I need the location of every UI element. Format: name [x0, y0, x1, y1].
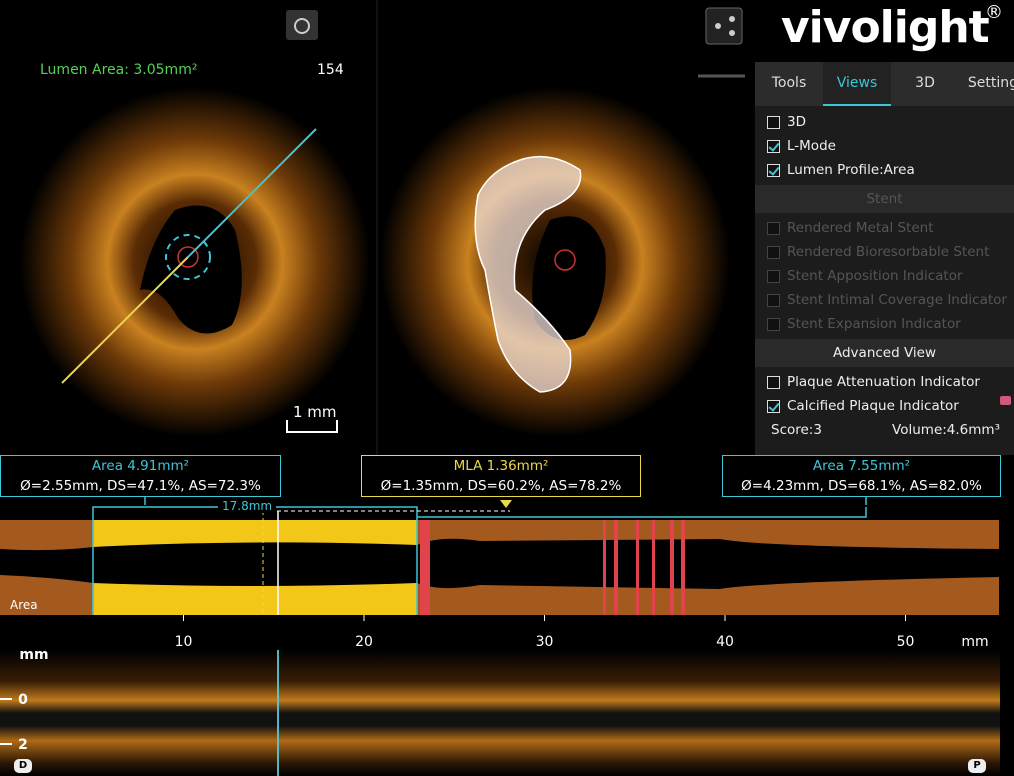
x-tick-label: 30: [536, 634, 554, 650]
section-header: Advanced View: [755, 339, 1014, 367]
diameter-line: [187, 128, 317, 258]
tab[interactable]: Setting: [967, 75, 1014, 91]
diameter-line: [61, 256, 189, 384]
y-tick-label: 2: [18, 737, 28, 753]
x-tick-label: 50: [897, 634, 915, 650]
logo-text: vivolight: [781, 2, 990, 53]
axis-band: [0, 615, 1000, 650]
logo: vivolight ®: [755, 0, 1014, 62]
checkbox[interactable]: [767, 115, 780, 129]
catheter-ring: [165, 234, 211, 280]
option-label: Plaque Attenuation Indicator: [787, 374, 980, 390]
frame-number: 154: [317, 62, 344, 78]
distal-marker: D: [14, 759, 32, 773]
x-tick-label: 20: [355, 634, 373, 650]
option-row: Stent Apposition Indicator: [755, 264, 1014, 288]
scale-bar: [286, 420, 338, 433]
option-label: L-Mode: [787, 138, 836, 154]
measurement-detail: Ø=1.35mm, DS=60.2%, AS=78.2%: [380, 478, 622, 494]
tab[interactable]: Views: [823, 62, 891, 106]
option-label: 3D: [787, 114, 806, 130]
calcium-markers: [420, 520, 685, 615]
option-row[interactable]: Calcified Plaque Indicator: [755, 394, 1014, 418]
tab[interactable]: 3D: [915, 75, 935, 91]
checkbox: [767, 269, 780, 283]
measurement-box[interactable]: Area 4.91mm² Ø=2.55mm, DS=47.1%, AS=72.3%: [0, 455, 281, 497]
cross-section-views: [20, 0, 745, 455]
l-mode-image: [0, 650, 1000, 776]
measurement-detail: Ø=2.55mm, DS=47.1%, AS=72.3%: [20, 478, 261, 494]
x-tick-label: 40: [716, 634, 734, 650]
measurement-title: Area 7.55mm²: [812, 458, 911, 474]
volume: Volume:4.6mm³: [892, 422, 1000, 438]
option-row[interactable]: 3D: [755, 110, 1014, 134]
y-unit: mm: [19, 647, 48, 663]
measurement-box[interactable]: MLA 1.36mm² Ø=1.35mm, DS=60.2%, AS=78.2%: [361, 455, 641, 497]
share-button[interactable]: [705, 7, 743, 45]
checkbox: [767, 317, 780, 331]
scale-label: 1 mm: [293, 403, 337, 421]
measurement-title: MLA 1.36mm²: [453, 458, 549, 474]
catheter: [177, 246, 199, 268]
sidebar: vivolight ® Tools Views 3D Setting 3D L-Mode…: [755, 0, 1014, 455]
checkbox: [767, 245, 780, 259]
option-row: Rendered Metal Stent: [755, 216, 1014, 240]
checkbox[interactable]: [767, 163, 780, 177]
option-label: Rendered Bioresorbable Stent: [787, 244, 990, 260]
camera-button[interactable]: [286, 10, 318, 40]
lumen: [532, 216, 606, 340]
x-tick-label: 10: [175, 634, 193, 650]
option-row: Stent Intimal Coverage Indicator: [755, 288, 1014, 312]
option-row[interactable]: Plaque Attenuation Indicator: [755, 370, 1014, 394]
camera-icon: [294, 18, 310, 34]
option-row[interactable]: L-Mode: [755, 134, 1014, 158]
option-label: Calcified Plaque Indicator: [787, 398, 959, 414]
checkbox[interactable]: [767, 375, 780, 389]
measurement-box[interactable]: Area 7.55mm² Ø=4.23mm, DS=68.1%, AS=82.0%: [722, 455, 1001, 497]
length-label: 17.8mm: [218, 499, 277, 513]
y-tick-label: 0: [18, 692, 28, 708]
profile-lumen: [93, 542, 417, 586]
share-icon: [729, 16, 735, 22]
checkbox[interactable]: [767, 139, 780, 153]
options: 3D L-Mode Lumen Profile:Area Stent Rendered …: [755, 110, 1014, 442]
lumen-area: Lumen Area: 3.05mm²: [40, 62, 198, 78]
lumen: [140, 205, 242, 334]
lock-icon: [1000, 396, 1011, 405]
checkbox[interactable]: [767, 399, 780, 413]
option-label: Stent Apposition Indicator: [787, 268, 963, 284]
option-label: Stent Expansion Indicator: [787, 316, 961, 332]
profile-label: Area: [10, 598, 38, 612]
longitudinal-views: 10 20 30 40 50 mm mm 0 2: [0, 497, 1000, 776]
measurement-title: Area 4.91mm²: [91, 458, 190, 474]
tabs: Tools Views 3D Setting: [755, 62, 1014, 106]
mla-marker: [500, 500, 512, 508]
option-label: Lumen Profile:Area: [787, 162, 915, 178]
plaque-contour: [474, 155, 582, 393]
share-icon: [715, 23, 721, 29]
section-header: Stent: [755, 185, 1014, 213]
tab[interactable]: Tools: [771, 75, 807, 91]
checkbox: [767, 293, 780, 307]
axis: 10 20 30 40 50 mm mm 0 2: [0, 615, 1000, 753]
option-row: Rendered Bioresorbable Stent: [755, 240, 1014, 264]
option-row[interactable]: Lumen Profile:Area: [755, 158, 1014, 182]
logo-mark: ®: [985, 2, 1003, 23]
score: Score:3: [771, 422, 822, 438]
x-unit: mm: [961, 634, 988, 650]
checkbox: [767, 221, 780, 235]
measurement-detail: Ø=4.23mm, DS=68.1%, AS=82.0%: [741, 478, 982, 494]
option-label: Rendered Metal Stent: [787, 220, 934, 236]
share-icon: [729, 30, 735, 36]
proximal-marker: P: [968, 759, 986, 773]
catheter: [554, 249, 576, 271]
option-label: Stent Intimal Coverage Indicator: [787, 292, 1007, 308]
option-row: Stent Expansion Indicator: [755, 312, 1014, 336]
score-row: Score:3 Volume:4.6mm³: [755, 418, 1014, 442]
